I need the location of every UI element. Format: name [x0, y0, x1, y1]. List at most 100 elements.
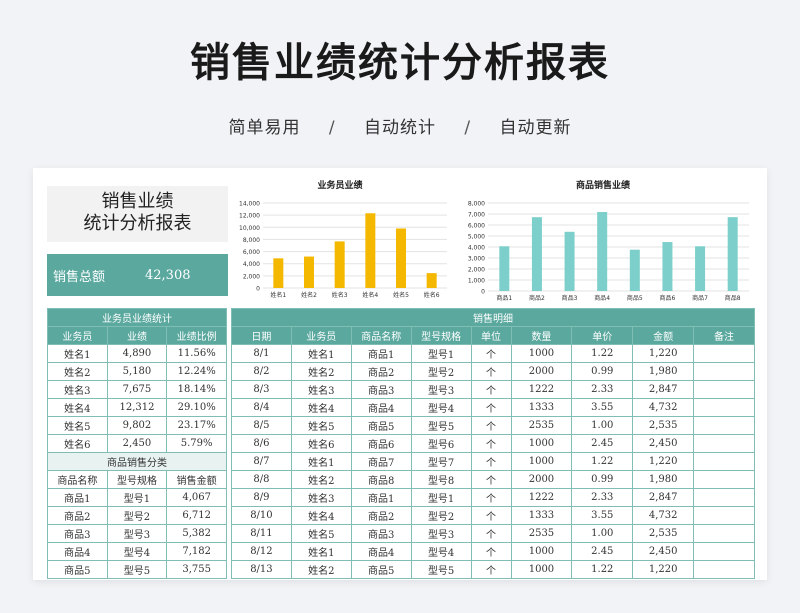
table-cell: 1,980	[632, 470, 695, 489]
table-cell: 型号5	[410, 560, 472, 579]
table-cell: 个	[470, 488, 512, 507]
bar	[564, 231, 575, 291]
table-cell: 2.33	[571, 488, 634, 507]
table-cell: 商品4	[47, 542, 108, 561]
table-cell: 型号2	[410, 506, 472, 525]
table-cell: 型号3	[106, 524, 168, 543]
table-cell: 1000	[510, 542, 573, 561]
table-cell: 1000	[510, 452, 573, 471]
table-cell: 8/7	[231, 452, 292, 471]
bar	[273, 258, 284, 288]
table-cell	[693, 524, 755, 543]
detail-row: 8/12 姓名1 商品4 型号4 个 1000 2.45 2,450	[231, 542, 755, 561]
table-cell: 个	[470, 470, 512, 489]
bar	[597, 211, 608, 291]
table-cell	[693, 488, 755, 507]
table-cell: 商品3	[47, 524, 108, 543]
column-header: 销售金额	[166, 470, 227, 489]
x-tick-label: 商品6	[660, 294, 676, 302]
table-cell: 1.00	[571, 524, 634, 543]
table-cell: 2000	[510, 470, 573, 489]
x-tick-label: 姓名3	[332, 291, 348, 299]
bar	[629, 249, 640, 291]
table-cell: 1.22	[571, 560, 634, 579]
product-row: 商品4 型号4 7,182	[47, 542, 227, 561]
table-cell: 8/11	[231, 524, 292, 543]
bar	[662, 242, 673, 291]
detail-row: 8/2 姓名2 商品2 型号2 个 2000 0.99 1,980	[231, 362, 755, 381]
table-cell: 2,450	[106, 434, 168, 453]
product-chart-svg: 0 1,000 2,000 3,000 4,000 5,000 6,000 7,000 8,00…	[468, 201, 749, 302]
bar	[695, 246, 706, 291]
table-cell: 8/4	[231, 398, 292, 417]
table-cell	[693, 560, 755, 579]
table-cell: 1,220	[632, 344, 695, 363]
table-cell: 18.14%	[166, 380, 227, 399]
y-tick-label: 2,000	[468, 267, 485, 274]
table-cell: 2,847	[632, 380, 695, 399]
table-cell: 0.99	[571, 362, 634, 381]
table-cell: 型号6	[410, 434, 472, 453]
table-cell: 8/13	[231, 560, 292, 579]
column-header: 单价	[571, 326, 634, 345]
detail-row: 8/10 姓名4 商品2 型号2 个 1333 3.55 4,732	[231, 506, 755, 525]
tag-separator: /	[464, 118, 472, 138]
table-cell: 商品7	[350, 452, 412, 471]
table-cell: 姓名1	[290, 344, 352, 363]
table-cell: 型号1	[410, 488, 472, 507]
bar	[304, 256, 314, 288]
y-tick-label: 0	[481, 289, 485, 296]
table-cell: 2,450	[632, 542, 695, 561]
y-tick-label: 5,000	[468, 234, 485, 241]
bar	[426, 273, 437, 288]
table-cell: 型号7	[410, 452, 472, 471]
sales-total-value: 42,308	[145, 267, 191, 283]
column-header: 日期	[231, 326, 292, 345]
detail-row: 8/3 姓名3 商品3 型号3 个 1222 2.33 2,847	[231, 380, 755, 399]
table-cell: 1333	[510, 506, 573, 525]
table-cell: 1,220	[632, 560, 695, 579]
table-cell: 姓名3	[47, 380, 108, 399]
table-cell: 型号1	[410, 344, 472, 363]
table-cell: 1.22	[571, 452, 634, 471]
sales-detail-table: 销售明细 日期 业务员 商品名称 型号规格 单位 数量 单价 金额 备注 8/1 姓名1 商品1 型号…	[231, 308, 755, 579]
table-cell: 1,980	[632, 362, 695, 381]
table-cell: 1222	[510, 488, 573, 507]
table-cell: 个	[470, 416, 512, 435]
bar	[499, 246, 510, 291]
table-cell: 商品5	[47, 560, 108, 579]
table-cell: 型号3	[410, 524, 472, 543]
salesperson-chart: 业务员业绩 0 2,000 4,000 6,000 8,000 10,000 12,000 1…	[229, 168, 451, 308]
table-cell: 个	[470, 542, 512, 561]
table-cell: 4,890	[106, 344, 168, 363]
y-tick-label: 4,000	[468, 245, 485, 252]
table-cell	[693, 434, 755, 453]
x-tick-label: 商品5	[627, 294, 643, 302]
column-header: 备注	[693, 326, 755, 345]
table-cell: 商品1	[350, 488, 412, 507]
table-cell: 姓名1	[290, 542, 352, 561]
y-tick-label: 2,000	[243, 273, 260, 280]
table-cell	[693, 452, 755, 471]
x-tick-label: 商品7	[692, 294, 708, 302]
product-row: 商品1 型号1 4,067	[47, 488, 227, 507]
y-tick-label: 0	[256, 286, 260, 293]
x-tick-label: 姓名2	[301, 291, 317, 299]
report-sheet: 销售业绩 统计分析报表 销售总额 42,308 业务员业绩 0 2,000 4,00…	[33, 168, 767, 580]
table-cell: 0.99	[571, 470, 634, 489]
x-tick-label: 姓名5	[393, 291, 409, 299]
table-cell: 7,182	[166, 542, 227, 561]
sales-detail-title: 销售明细	[231, 308, 755, 327]
column-header: 商品名称	[47, 470, 108, 489]
table-cell: 商品2	[350, 506, 412, 525]
report-title-line2: 统计分析报表	[83, 213, 192, 234]
table-cell: 3.55	[571, 398, 634, 417]
table-cell: 姓名1	[47, 344, 108, 363]
chart-title: 业务员业绩	[317, 181, 363, 191]
table-cell: 姓名2	[290, 470, 352, 489]
column-header: 型号规格	[410, 326, 472, 345]
y-tick-label: 6,000	[468, 223, 485, 230]
table-cell: 型号3	[410, 380, 472, 399]
salesperson-row: 姓名3 7,675 18.14%	[47, 380, 227, 399]
table-cell: 个	[470, 434, 512, 453]
